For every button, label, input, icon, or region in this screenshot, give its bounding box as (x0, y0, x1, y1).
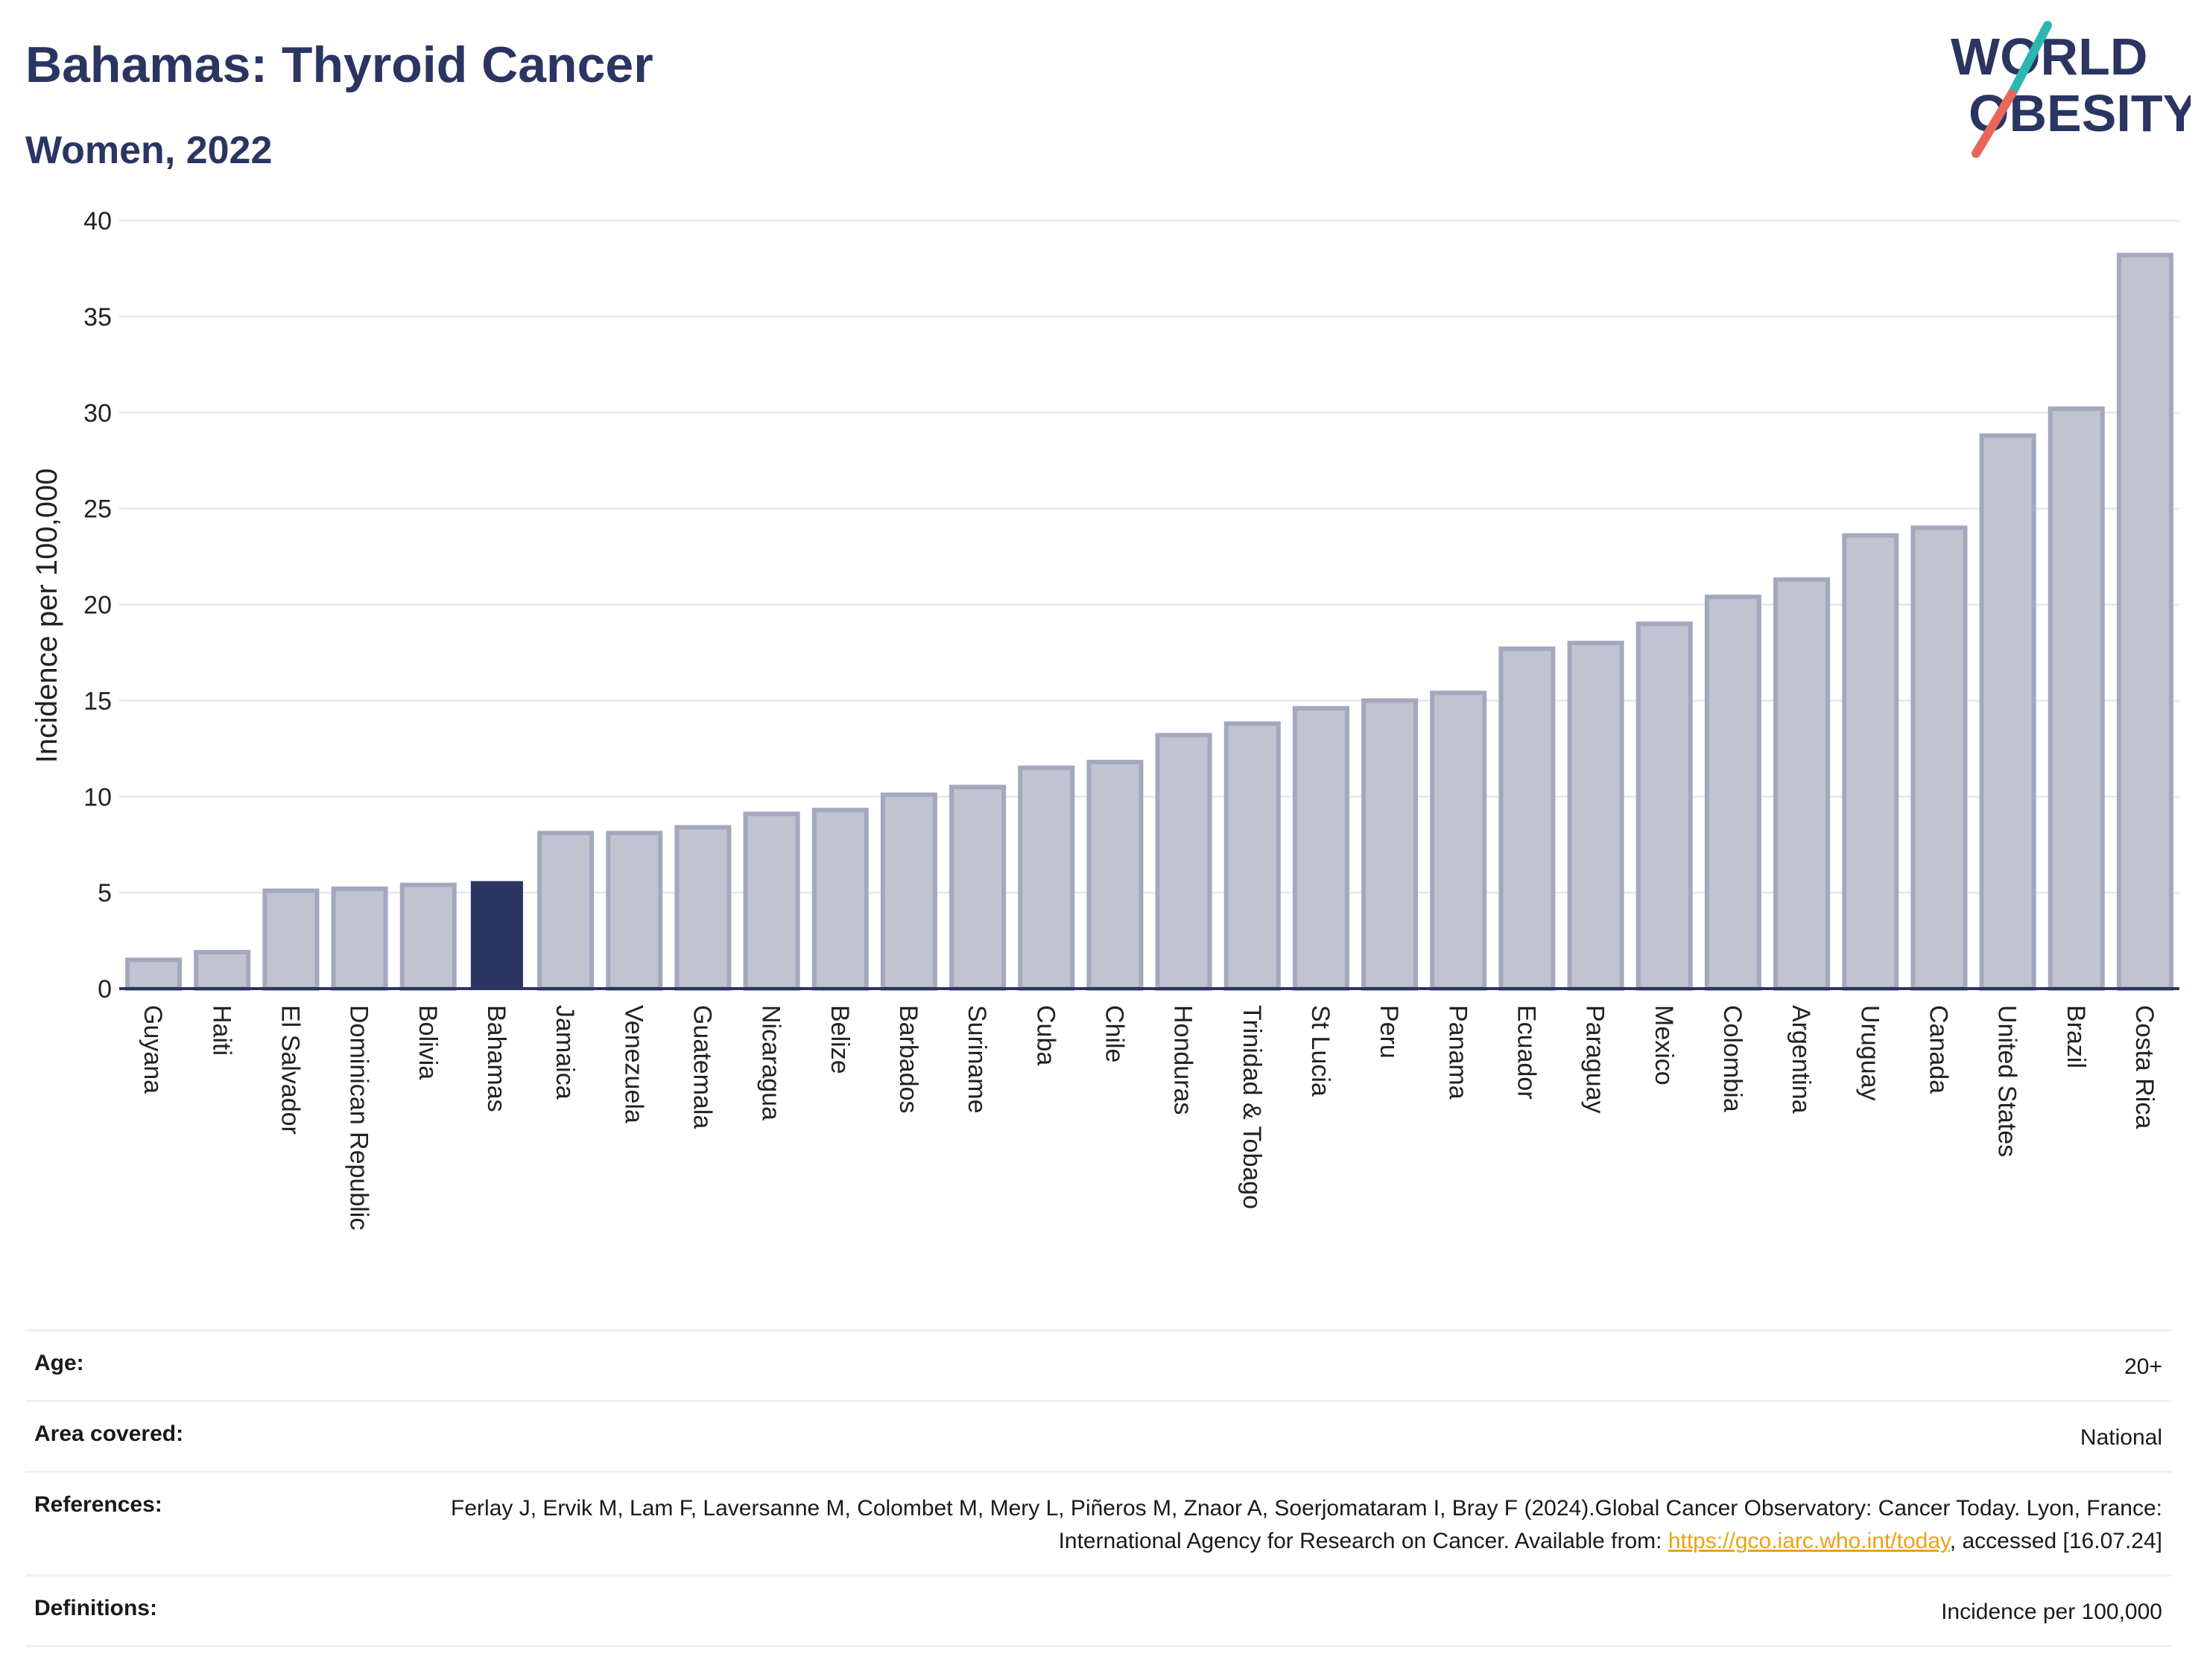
x-tick-label: Argentina (1787, 1005, 1815, 1114)
reference-accessed: , accessed [16.07.24] (1949, 1529, 2162, 1553)
x-tick-label: Guyana (139, 1005, 167, 1094)
bar-canada (1910, 525, 1968, 991)
bar-guatemala (674, 825, 732, 991)
bar-brazil (2048, 406, 2105, 991)
x-tick-label: Jamaica (551, 1005, 579, 1100)
x-tick-label: El Salvador (276, 1005, 304, 1135)
logo-line1: WORLD (1951, 28, 2147, 86)
x-tick-label: St Lucia (1306, 1005, 1334, 1097)
x-tick-label: Venezuela (619, 1005, 647, 1123)
bar-barbados (880, 792, 937, 991)
info-value-definitions: Incidence per 100,000 (1941, 1600, 2162, 1624)
info-value-references: Ferlay J, Ervik M, Lam F, Laversanne M, … (337, 1492, 2162, 1558)
chart-subtitle: Women, 2022 (25, 129, 273, 172)
x-tick-label: Guatemala (688, 1005, 716, 1129)
logo-slash-bottom (1972, 89, 2016, 158)
x-tick-label: Honduras (1169, 1005, 1197, 1115)
bar-mexico (1635, 621, 1693, 992)
bar-trinidad-tobago (1223, 721, 1281, 991)
info-table: Age: 20+ Area covered: National Referenc… (25, 1329, 2171, 1647)
info-label-references: References: (34, 1492, 162, 1517)
info-label-area: Area covered: (34, 1421, 184, 1446)
reference-text: Ferlay J, Ervik M, Lam F, Laversanne M, … (451, 1496, 2162, 1553)
chart-title: Bahamas: Thyroid Cancer (25, 37, 653, 93)
bar-chile (1086, 759, 1144, 991)
bar-colombia (1704, 595, 1761, 991)
y-tick-label: 40 (83, 207, 112, 235)
info-label-age: Age: (34, 1351, 84, 1375)
x-tick-label: Cuba (1031, 1005, 1060, 1065)
x-tick-label: Paraguay (1581, 1005, 1609, 1114)
x-tick-label: Colombia (1718, 1005, 1747, 1112)
x-tick-label: Uruguay (1855, 1005, 1884, 1101)
bars (125, 253, 2173, 992)
bar-honduras (1155, 732, 1212, 992)
gridlines (119, 219, 2179, 894)
bar-venezuela (606, 831, 663, 992)
y-axis-label: Incidence per 100,000 (31, 469, 63, 764)
bar-uruguay (1842, 533, 1899, 991)
bar-suriname (949, 784, 1007, 992)
y-tick-label: 20 (83, 592, 112, 620)
y-axis-ticks: 0 5 10 15 20 25 30 35 40 (83, 207, 112, 1004)
logo-line2: OBESITY (1969, 84, 2191, 142)
x-tick-label: Panama (1443, 1005, 1472, 1100)
bar-argentina (1773, 577, 1831, 991)
info-row-age: Age: 20+ (25, 1329, 2171, 1400)
world-obesity-logo: WORLD OBESITY (1951, 21, 2191, 158)
x-tick-label: Canada (1924, 1005, 1952, 1094)
x-tick-label: Peru (1375, 1005, 1403, 1059)
bar-costa-rica (2116, 253, 2173, 991)
y-tick-label: 30 (83, 399, 112, 428)
x-tick-label: Bolivia (414, 1005, 442, 1080)
x-tick-label: Brazil (2062, 1005, 2090, 1068)
bar-haiti (194, 950, 251, 991)
x-tick-label: Bahamas (482, 1005, 510, 1112)
info-row-area: Area covered: National (25, 1400, 2171, 1471)
x-tick-label: Chile (1100, 1005, 1128, 1062)
bar-jamaica (537, 831, 595, 992)
y-tick-label: 15 (83, 687, 112, 715)
y-tick-label: 25 (83, 495, 112, 524)
info-row-definitions: Definitions: Incidence per 100,000 (25, 1574, 2171, 1647)
bar-belize (811, 808, 869, 991)
y-tick-label: 35 (83, 303, 112, 332)
bar-dominican-republic (331, 886, 388, 991)
bar-bahamas (470, 881, 523, 989)
bar-ecuador (1498, 646, 1556, 991)
bar-panama (1430, 691, 1487, 991)
x-tick-label: Costa Rica (2130, 1005, 2159, 1129)
bar-st-lucia (1292, 706, 1349, 991)
y-tick-label: 10 (83, 783, 112, 811)
x-tick-label: Dominican Republic (345, 1005, 373, 1230)
bar-bolivia (399, 882, 457, 991)
info-label-definitions: Definitions: (34, 1596, 157, 1620)
x-tick-label: Nicaragua (757, 1005, 785, 1120)
bar-chart: 0 5 10 15 20 25 30 35 40 Guyana Haiti El Salvador D… (31, 207, 2179, 1230)
reference-link[interactable]: https://gco.iarc.who.int/today (1668, 1529, 1950, 1553)
y-tick-label: 5 (98, 879, 112, 907)
x-tick-label: United States (1993, 1005, 2021, 1157)
x-tick-label: Mexico (1650, 1005, 1678, 1085)
x-tick-label: Belize (826, 1005, 854, 1074)
x-tick-label: Haiti (207, 1005, 235, 1056)
logo-slash-top (2007, 21, 2052, 98)
bar-peru (1361, 698, 1419, 991)
info-value-age: 20+ (2124, 1354, 2162, 1379)
x-tick-label: Trinidad & Tobago (1238, 1005, 1266, 1209)
bar-cuba (1018, 765, 1075, 992)
bar-guyana (125, 957, 183, 992)
bar-united-states (1979, 433, 2036, 991)
x-tick-label: Barbados (894, 1005, 922, 1114)
info-row-references: References: Ferlay J, Ervik M, Lam F, La… (25, 1471, 2171, 1574)
bar-paraguay (1567, 641, 1624, 991)
x-tick-label: Ecuador (1512, 1005, 1540, 1100)
x-tick-label: Suriname (963, 1005, 991, 1114)
y-tick-label: 0 (98, 975, 112, 1004)
bar-el-salvador (262, 888, 320, 991)
x-axis-ticks: Guyana Haiti El Salvador Dominican Republic… (139, 1005, 2159, 1230)
info-value-area: National (2080, 1425, 2162, 1450)
bar-nicaragua (743, 811, 800, 992)
